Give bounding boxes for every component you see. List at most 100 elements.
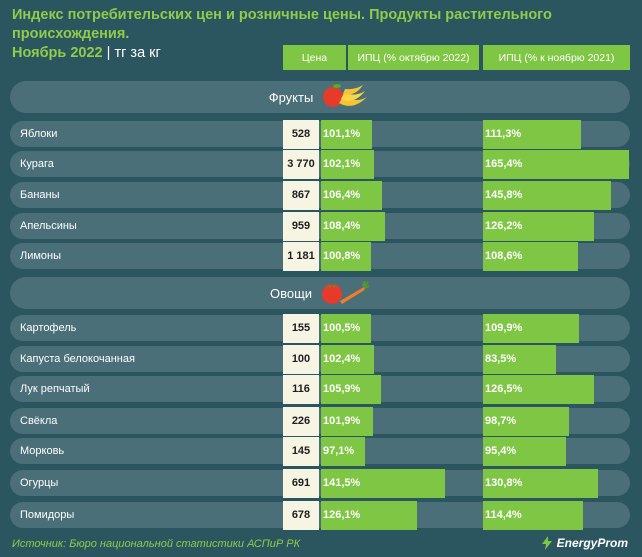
- cpi-october-bar: [321, 241, 372, 271]
- cpi-november-label: 126,2%: [485, 219, 523, 232]
- price-cell: [283, 119, 319, 149]
- cpi-october-bar: [321, 149, 374, 179]
- row-name: Морковь: [20, 445, 65, 457]
- section-header-fruits: Фрукты: [10, 81, 630, 113]
- cpi-october-label: 102,4%: [323, 352, 361, 365]
- price-value: 145: [291, 444, 311, 457]
- price-value: 3 770: [287, 157, 315, 170]
- brand-name: EnergyProm: [556, 536, 628, 550]
- price-cell: [283, 468, 319, 498]
- cpi-october-bar: [321, 436, 365, 466]
- title-line-1: Индекс потребительских цен и розничные ц…: [12, 7, 552, 42]
- row-name: Свёкла: [20, 415, 58, 427]
- price-cell: [283, 344, 319, 374]
- price-value: 226: [291, 414, 311, 427]
- lightning-icon: [541, 536, 552, 550]
- cpi-october-label: 126,1%: [323, 508, 361, 521]
- section-header-vegetables: Овощи: [10, 277, 630, 309]
- cpi-november-bar: [483, 180, 612, 210]
- price-cell: [283, 436, 319, 466]
- title-unit: тг за кг: [114, 45, 161, 61]
- vegetable-icon: [320, 277, 370, 310]
- cpi-november-label: 98,7%: [485, 414, 517, 427]
- cpi-november-bar: [483, 241, 579, 271]
- cpi-october-bar: [321, 374, 381, 404]
- cpi-november-label: 83,5%: [485, 352, 517, 365]
- cpi-november-bar: [483, 313, 580, 343]
- price-cell: [283, 406, 319, 436]
- price-value: 528: [291, 127, 311, 140]
- chart-title: Индекс потребительских цен и розничные ц…: [12, 6, 632, 63]
- section-label: Овощи: [269, 285, 313, 301]
- row-name: Яблоки: [20, 128, 58, 140]
- price-value: 959: [291, 219, 311, 232]
- row-name: Огурцы: [20, 477, 59, 489]
- title-separator: |: [106, 45, 111, 61]
- row-name: Лук репчатый: [20, 383, 90, 395]
- row-name: Капуста белокочанная: [20, 353, 135, 365]
- cpi-november-label: 130,8%: [485, 476, 523, 489]
- source-note: Источник: Бюро национальной статистики А…: [12, 538, 301, 550]
- row-name: Картофель: [20, 322, 77, 334]
- brand-logo: EnergyProm: [540, 536, 628, 550]
- price-cell: [283, 313, 319, 343]
- price-value: 100: [291, 352, 311, 365]
- cpi-november-bar: [483, 406, 570, 436]
- cpi-october-bar: [321, 313, 371, 343]
- cpi-november-bar: [483, 436, 567, 466]
- cpi-october-label: 101,1%: [323, 127, 361, 140]
- cpi-november-label: 114,4%: [485, 508, 522, 521]
- price-value: 116: [292, 382, 310, 395]
- cpi-october-bar: [321, 344, 375, 374]
- cpi-october-bar: [321, 500, 418, 530]
- row-name: Курага: [20, 158, 54, 170]
- fruit-icon: [321, 81, 371, 114]
- price-value: 867: [291, 188, 311, 201]
- cpi-october-label: 101,9%: [323, 414, 361, 427]
- header-price: Цена: [283, 45, 346, 70]
- cpi-october-label: 100,5%: [323, 321, 361, 334]
- price-cell: [283, 500, 319, 530]
- row-name: Бананы: [20, 189, 60, 201]
- cpi-october-label: 141,5%: [323, 476, 361, 489]
- cpi-november-label: 109,9%: [485, 321, 523, 334]
- cpi-november-bar: [483, 149, 629, 179]
- title-date: Ноябрь 2022: [12, 45, 103, 61]
- row-name: Апельсины: [20, 220, 77, 232]
- cpi-november-label: 145,8%: [485, 188, 523, 201]
- cpi-november-label: 111,3%: [485, 127, 522, 140]
- cpi-october-bar: [321, 468, 446, 498]
- cpi-november-bar: [483, 468, 598, 498]
- title-line-2: Ноябрь 2022 | тг за кг: [12, 44, 632, 63]
- cpi-november-bar: [483, 374, 595, 404]
- row-name: Лимоны: [20, 250, 62, 262]
- header-cpi-october: ИПЦ (% октябрю 2022): [348, 45, 479, 70]
- price-value: 155: [291, 321, 311, 334]
- price-value: 678: [291, 508, 311, 521]
- price-value: 1 181: [287, 249, 315, 262]
- price-value: 691: [291, 476, 311, 489]
- cpi-october-bar: [321, 119, 373, 149]
- cpi-november-bar: [483, 344, 556, 374]
- price-cell: [283, 180, 319, 210]
- cpi-october-label: 102,1%: [323, 157, 361, 170]
- cpi-october-bar: [321, 180, 382, 210]
- cpi-november-bar: [483, 211, 594, 241]
- cpi-october-bar: [321, 406, 374, 436]
- cpi-november-bar: [483, 500, 584, 530]
- cpi-october-label: 108,4%: [323, 219, 361, 232]
- price-cell: [283, 149, 319, 179]
- cpi-november-bar: [483, 119, 581, 149]
- price-cell: [283, 211, 319, 241]
- cpi-october-label: 106,4%: [323, 188, 361, 201]
- cpi-october-label: 100,8%: [323, 249, 361, 262]
- price-cell: [283, 374, 319, 404]
- price-cell: [283, 241, 319, 271]
- cpi-november-label: 108,6%: [485, 249, 523, 262]
- cpi-october-label: 105,9%: [323, 382, 361, 395]
- header-cpi-november: ИПЦ (% к ноябрю 2021): [483, 45, 630, 70]
- cpi-october-label: 97,1%: [323, 444, 355, 457]
- cpi-november-label: 126,5%: [485, 382, 523, 395]
- row-name: Помидоры: [20, 509, 75, 521]
- cpi-october-bar: [321, 211, 386, 241]
